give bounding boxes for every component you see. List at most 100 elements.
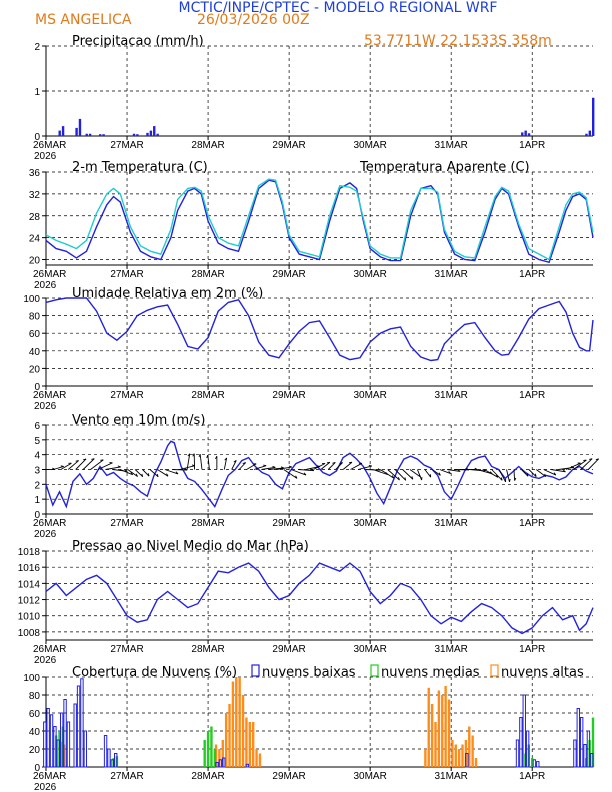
xtick-label: 28MAR [191, 269, 224, 280]
cloud-bar-baixas [80, 678, 84, 768]
xtick-label: 1APR [519, 771, 545, 782]
cloud-bar-baixas [222, 757, 226, 768]
wind-vector-head [175, 471, 179, 475]
clouds-panel: 0 20 40 60 80 100 26MAR 27MAR 28MAR 29MAR 30MAR 31M… [23, 664, 595, 792]
cloud-bar-altas [474, 758, 478, 767]
xtick-label: 26MAR [33, 771, 66, 782]
cloud-bar-altas [471, 735, 474, 767]
xtick-year: 2026 [34, 151, 57, 162]
cloud-bar-altas [447, 699, 451, 767]
xtick-label: 28MAR [191, 140, 224, 151]
precip-bar [88, 133, 92, 136]
xtick-label: 29MAR [272, 269, 305, 280]
cloud-bar-baixas [66, 721, 71, 768]
legend-label: nuvens altas [501, 665, 584, 680]
wind-vector-head [206, 454, 209, 459]
wind-vector [313, 463, 326, 470]
wind-vector-head [404, 477, 407, 481]
cloud-bar-medias [591, 717, 595, 767]
cloud-bar-baixas [536, 761, 540, 768]
wind-vector [558, 467, 574, 470]
cloud-bar-baixas [245, 763, 250, 768]
wind-vector [276, 466, 292, 470]
precip-bar [153, 126, 156, 136]
precip-bar [521, 132, 524, 136]
wind-vector-head [117, 465, 121, 468]
xtick-label: 27MAR [110, 269, 143, 280]
wind-vector-head [339, 462, 343, 464]
wind-vector-head [332, 462, 336, 464]
wind-vector-head [263, 464, 267, 467]
cloud-bar-altas [441, 695, 444, 767]
wind-vector-head [562, 469, 566, 473]
wind-vector-head [295, 475, 298, 479]
wind-vector [417, 469, 423, 481]
legend-label: nuvens baixas [262, 665, 356, 680]
wind-line-blue [45, 440, 594, 509]
ytick-label: 32 [29, 190, 41, 201]
cloud-bar-medias [210, 726, 213, 767]
wind-vector-head [242, 462, 246, 464]
ytick-label: 1 [34, 87, 40, 98]
cloud-bar-medias [531, 758, 534, 767]
wind-vector-head [398, 477, 400, 481]
wind-vector-head [482, 468, 486, 472]
xtick-label: 27MAR [110, 140, 143, 151]
wind-vector-head [135, 473, 138, 477]
xtick-label: 27MAR [110, 390, 143, 401]
cloud-bar-altas [424, 749, 427, 767]
cloud-bar-baixas [590, 753, 594, 768]
cloud-bar-altas [231, 681, 235, 767]
wind-vector-head [233, 460, 237, 463]
xtick-label: 31MAR [435, 140, 468, 151]
cloud-bar-altas [245, 717, 248, 767]
xtick-label: 30MAR [353, 644, 386, 655]
cloud-bar-altas [444, 686, 447, 767]
ytick-label: 2 [34, 480, 40, 491]
wind-vector [283, 469, 298, 479]
xtick-label: 28MAR [191, 518, 224, 529]
wind-vector [157, 469, 169, 477]
xtick-label: 30MAR [353, 140, 386, 151]
wind-vector [75, 458, 87, 470]
xtick-year: 2026 [34, 782, 57, 792]
precip-title: Precipitacao (mm/h) [72, 34, 204, 49]
precip-bar [585, 133, 588, 136]
cloud-bar-altas [427, 687, 430, 767]
wind-vector-head [589, 458, 593, 460]
wind-vector-head [303, 472, 307, 476]
ytick-label: 40 [29, 727, 41, 738]
xtick-label: 27MAR [110, 644, 143, 655]
ytick-label: 1 [34, 495, 40, 506]
wind-vector [199, 454, 203, 470]
cloud-bar-baixas [576, 708, 580, 768]
cloud-bar-baixas [103, 735, 108, 768]
cloud-bar-altas [251, 722, 255, 767]
wind-vector-head [326, 461, 330, 464]
xtick-label: 30MAR [353, 269, 386, 280]
wind-vector [409, 469, 421, 478]
ytick-label: 4 [34, 451, 40, 462]
wind-vector [521, 469, 529, 477]
wind-vector [261, 466, 276, 470]
precip-bar [132, 133, 136, 136]
wind-vector-head [156, 473, 159, 477]
wind-vector-head [348, 461, 353, 464]
cloud-bar-baixas [522, 694, 526, 768]
xtick-label: 27MAR [110, 771, 143, 782]
xtick-label: 26MAR [33, 518, 66, 529]
wind-vector-head [544, 473, 547, 477]
wind-vector-head [391, 475, 395, 479]
header-title: MCTIC/INPE/CPTEC - MODELO REGIONAL WRF [179, 0, 498, 16]
xtick-year: 2026 [34, 401, 57, 412]
wind-vector-head [438, 472, 441, 476]
wind-vector [298, 469, 314, 472]
precip-bar [588, 130, 592, 136]
legend-label: nuvens medias [381, 665, 480, 680]
xtick-label: 31MAR [435, 771, 468, 782]
cloud-bar-medias [213, 749, 217, 767]
xtick-label: 31MAR [435, 390, 468, 401]
cloud-bar-baixas [107, 748, 111, 768]
wind-vector [439, 469, 451, 475]
ytick-label: 60 [29, 709, 41, 720]
